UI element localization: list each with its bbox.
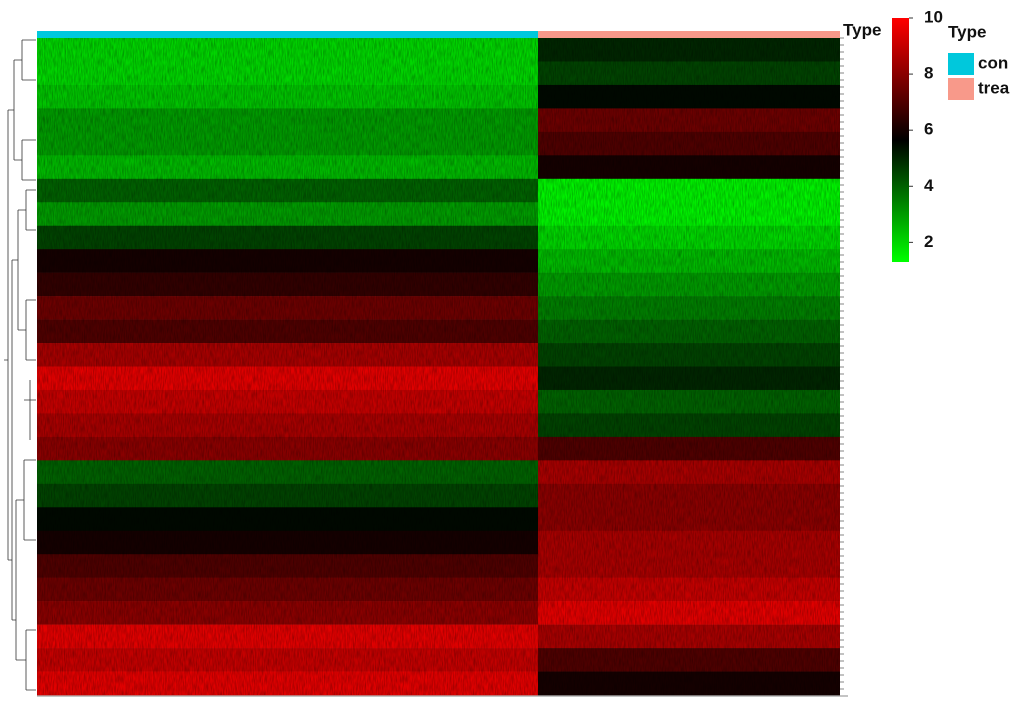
dendrogram <box>4 39 36 691</box>
colorbar-tick-label: 6 <box>924 120 933 139</box>
colorbar-tick-label: 2 <box>924 232 933 251</box>
heatmap-cell <box>37 624 538 649</box>
heatmap-cell <box>538 38 840 62</box>
legend-label: trea <box>978 78 1010 97</box>
heatmap-cell <box>37 296 538 320</box>
annotation-label: Type <box>843 20 881 39</box>
heatmap-cell <box>37 460 538 485</box>
heatmap-cell <box>538 61 840 86</box>
heatmap-cell <box>538 577 840 602</box>
heatmap-cell <box>538 389 840 414</box>
heatmap-cell <box>37 155 538 180</box>
heatmap-cell <box>37 507 538 532</box>
heatmap-cell <box>37 648 538 672</box>
heatmap-cell <box>37 343 538 367</box>
heatmap-cell <box>538 296 840 320</box>
heatmap-cell <box>37 671 538 696</box>
heatmap-cell <box>37 413 538 438</box>
heatmap-cell <box>37 38 538 62</box>
heatmap-cell <box>37 389 538 414</box>
heatmap-cell <box>538 530 840 555</box>
heatmap-cell <box>37 61 538 86</box>
heatmap-cell <box>538 343 840 367</box>
heatmap-cell <box>37 601 538 625</box>
colorbar-tick-label: 10 <box>924 7 943 26</box>
heatmap-cell <box>538 601 840 625</box>
heatmap-cell <box>538 366 840 391</box>
legend-swatch <box>948 78 974 100</box>
heatmap-cell <box>538 272 840 297</box>
heatmap-cell <box>538 413 840 438</box>
heatmap-cell <box>37 225 538 250</box>
heatmap-cell <box>538 554 840 578</box>
heatmap-cell <box>538 483 840 508</box>
legend-title: Type <box>948 22 986 41</box>
heatmap-cell <box>37 319 538 344</box>
colorbar-tick-label: 8 <box>924 64 933 83</box>
heatmap-cell <box>37 366 538 391</box>
heatmap-cell <box>538 225 840 250</box>
annotation-cell <box>538 31 840 38</box>
heatmap-cell <box>538 178 840 203</box>
heatmap-cell <box>37 249 538 273</box>
heatmap-cell <box>37 483 538 508</box>
heatmap-cell <box>37 108 538 133</box>
heatmap-cell <box>37 131 538 156</box>
heatmap-cell <box>538 131 840 156</box>
heatmap-cell <box>538 671 840 696</box>
heatmap-cell <box>538 202 840 227</box>
heatmap-cell <box>538 155 840 180</box>
heatmap-cell <box>37 577 538 602</box>
heatmap-cell <box>37 272 538 297</box>
heatmap-cell <box>37 554 538 578</box>
annotation-cell <box>37 31 538 38</box>
colorbar-tick-label: 4 <box>924 176 934 195</box>
legend-swatch <box>948 53 974 75</box>
heatmap-cell <box>538 460 840 485</box>
heatmap-cell <box>538 507 840 532</box>
heatmap-cell <box>37 178 538 203</box>
heatmap-cell <box>538 436 840 461</box>
heatmap-cell <box>538 648 840 672</box>
legend-label: con <box>978 53 1008 72</box>
heatmap-cell <box>538 319 840 344</box>
heatmap-cell <box>37 202 538 227</box>
heatmap-cell <box>538 249 840 273</box>
heatmap-cell <box>538 624 840 649</box>
heatmap-cell <box>538 108 840 133</box>
heatmap-cell <box>37 436 538 461</box>
colorbar <box>892 18 909 262</box>
heatmap-cell <box>37 530 538 555</box>
heatmap-cell <box>37 84 538 109</box>
heatmap-cell <box>538 84 840 109</box>
